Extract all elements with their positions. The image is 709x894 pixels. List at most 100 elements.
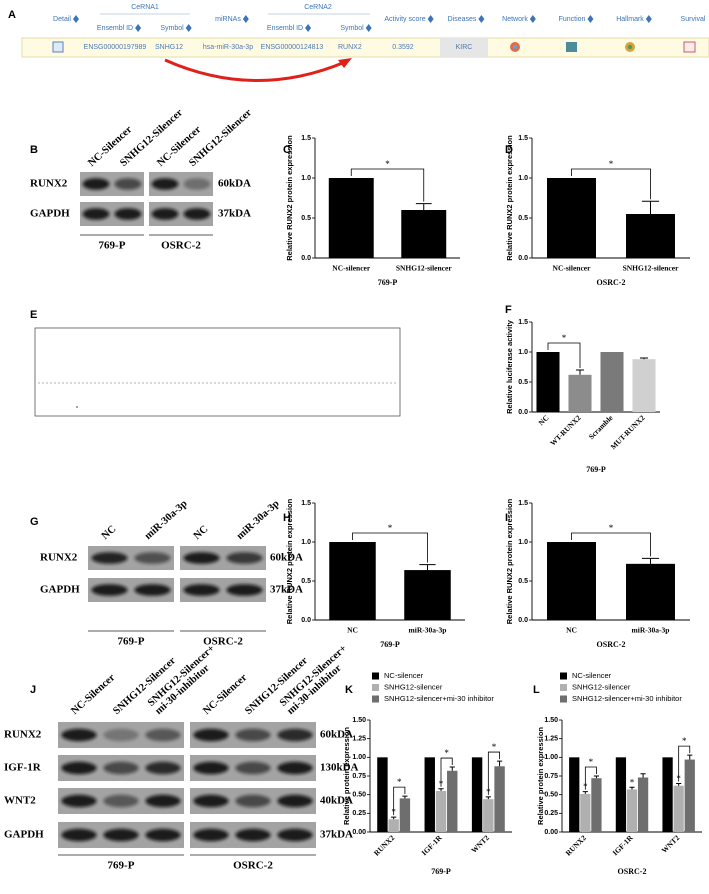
lane-label: NC-Silencer xyxy=(201,672,249,717)
sort-icon[interactable] xyxy=(529,15,536,23)
bar xyxy=(626,789,638,832)
disease-cell xyxy=(440,38,488,57)
x-axis-label: OSRC-2 xyxy=(618,867,647,876)
error-bar xyxy=(449,766,455,771)
size-label: 60kDA xyxy=(270,552,303,564)
sort-icon[interactable] xyxy=(478,15,485,23)
column-header[interactable]: Activity score xyxy=(384,16,425,23)
sort-icon[interactable] xyxy=(135,24,142,32)
size-label: 37kDA xyxy=(320,829,353,841)
legend-swatch xyxy=(560,695,567,703)
blot-band xyxy=(134,552,171,564)
y-tick-label: 0.0 xyxy=(518,617,528,624)
y-tick-label: 0.75 xyxy=(352,773,366,780)
blot-band xyxy=(226,584,263,596)
column-header[interactable]: miRNAs xyxy=(215,16,241,23)
bar xyxy=(435,790,447,832)
significance-mark: * xyxy=(609,523,614,533)
panel-letter: K xyxy=(345,684,353,696)
size-label: 130kDA xyxy=(320,762,359,774)
sort-icon[interactable] xyxy=(242,15,249,23)
blot-band xyxy=(193,828,229,842)
blot-band xyxy=(61,828,97,842)
sort-icon[interactable] xyxy=(185,24,192,32)
significance-mark: * xyxy=(444,748,449,758)
bar xyxy=(626,214,675,258)
column-header[interactable]: CeRNA2 xyxy=(304,4,332,11)
column-header[interactable]: Network xyxy=(502,16,528,23)
y-axis-label: Relative RUNX2 protein expression xyxy=(505,498,514,624)
y-axis-label: Relative RUNX2 protein expression xyxy=(285,498,294,624)
column-header[interactable]: Detail xyxy=(53,16,71,23)
protein-label: GAPDH xyxy=(30,208,70,220)
legend-label: NC-silencer xyxy=(384,671,424,680)
table-cell: ENSG00000124813 xyxy=(261,44,324,51)
blot-band xyxy=(82,178,110,190)
y-tick-label: 0.5 xyxy=(518,379,528,386)
x-tick-label: NC xyxy=(537,413,551,427)
y-tick-label: 0.0 xyxy=(301,255,311,262)
bar xyxy=(483,799,494,832)
legend-label: SNHG12-silencer+mi-30 inhibitor xyxy=(572,694,682,703)
x-tick-label: MUT-RUNX2 xyxy=(609,413,647,451)
column-header[interactable]: Diseases xyxy=(448,16,477,23)
panel-letter: J xyxy=(30,684,36,696)
panel-letter: E xyxy=(30,309,37,321)
significance-mark: * xyxy=(397,777,402,787)
significance-bracket xyxy=(571,532,651,557)
panel-letter: G xyxy=(30,516,39,528)
table-header-bg xyxy=(22,0,709,36)
y-tick-label: 0.50 xyxy=(352,792,366,799)
blot-band xyxy=(103,761,139,775)
cell-line-label: OSRC-2 xyxy=(233,860,273,872)
sort-icon[interactable] xyxy=(72,15,79,23)
bar xyxy=(580,793,591,832)
column-subheader[interactable]: Symbol xyxy=(160,25,184,32)
y-tick-label: 1.5 xyxy=(301,500,311,507)
error-bar xyxy=(415,203,432,210)
panel-letter: L xyxy=(533,684,540,696)
column-header[interactable]: Survival xyxy=(681,16,706,23)
bar xyxy=(328,178,374,258)
column-subheader[interactable]: Ensembl ID xyxy=(267,25,303,32)
blot-band xyxy=(193,761,229,775)
hallmark-icon-core xyxy=(627,44,633,50)
blot-band xyxy=(82,208,110,220)
significance-mark: * xyxy=(492,742,497,752)
bar xyxy=(377,757,388,832)
sort-icon[interactable] xyxy=(645,15,652,23)
x-axis-label: 769-P xyxy=(431,867,451,876)
x-tick-label: NC xyxy=(566,626,577,635)
significance-bracket xyxy=(584,766,597,790)
error-bar xyxy=(496,760,503,767)
column-subheader[interactable]: Ensembl ID xyxy=(97,25,133,32)
table-row-bg xyxy=(21,37,709,58)
y-axis-label: Relative protein expression xyxy=(342,727,351,825)
panel-letter: D xyxy=(505,144,513,156)
blot-band xyxy=(61,728,97,742)
error-bar xyxy=(593,775,599,779)
survival-icon[interactable] xyxy=(683,41,696,53)
column-subheader[interactable]: Symbol xyxy=(340,25,364,32)
bar xyxy=(568,374,592,412)
column-header[interactable]: Function xyxy=(559,16,586,23)
y-tick-label: 1.50 xyxy=(352,717,366,724)
function-icon[interactable] xyxy=(566,42,577,52)
sort-icon[interactable] xyxy=(305,24,312,32)
x-tick-label: SNHG12-silencer xyxy=(396,264,452,273)
column-header[interactable]: CeRNA1 xyxy=(131,4,159,11)
panel-letter: H xyxy=(283,512,291,524)
y-tick-label: 1.0 xyxy=(301,539,311,546)
column-header[interactable]: Hallmark xyxy=(616,16,644,23)
sort-icon[interactable] xyxy=(587,15,594,23)
sort-icon[interactable] xyxy=(365,24,372,32)
y-tick-label: 0.5 xyxy=(301,578,311,585)
bar xyxy=(591,778,602,832)
sort-icon[interactable] xyxy=(427,15,434,23)
arc-arrowhead xyxy=(338,58,352,68)
table-cell: SNHG12 xyxy=(155,44,183,51)
significance-mark: * xyxy=(682,736,687,746)
x-tick-label: WNT2 xyxy=(469,833,491,855)
blot-band xyxy=(145,794,181,808)
detail-icon[interactable] xyxy=(52,41,64,53)
